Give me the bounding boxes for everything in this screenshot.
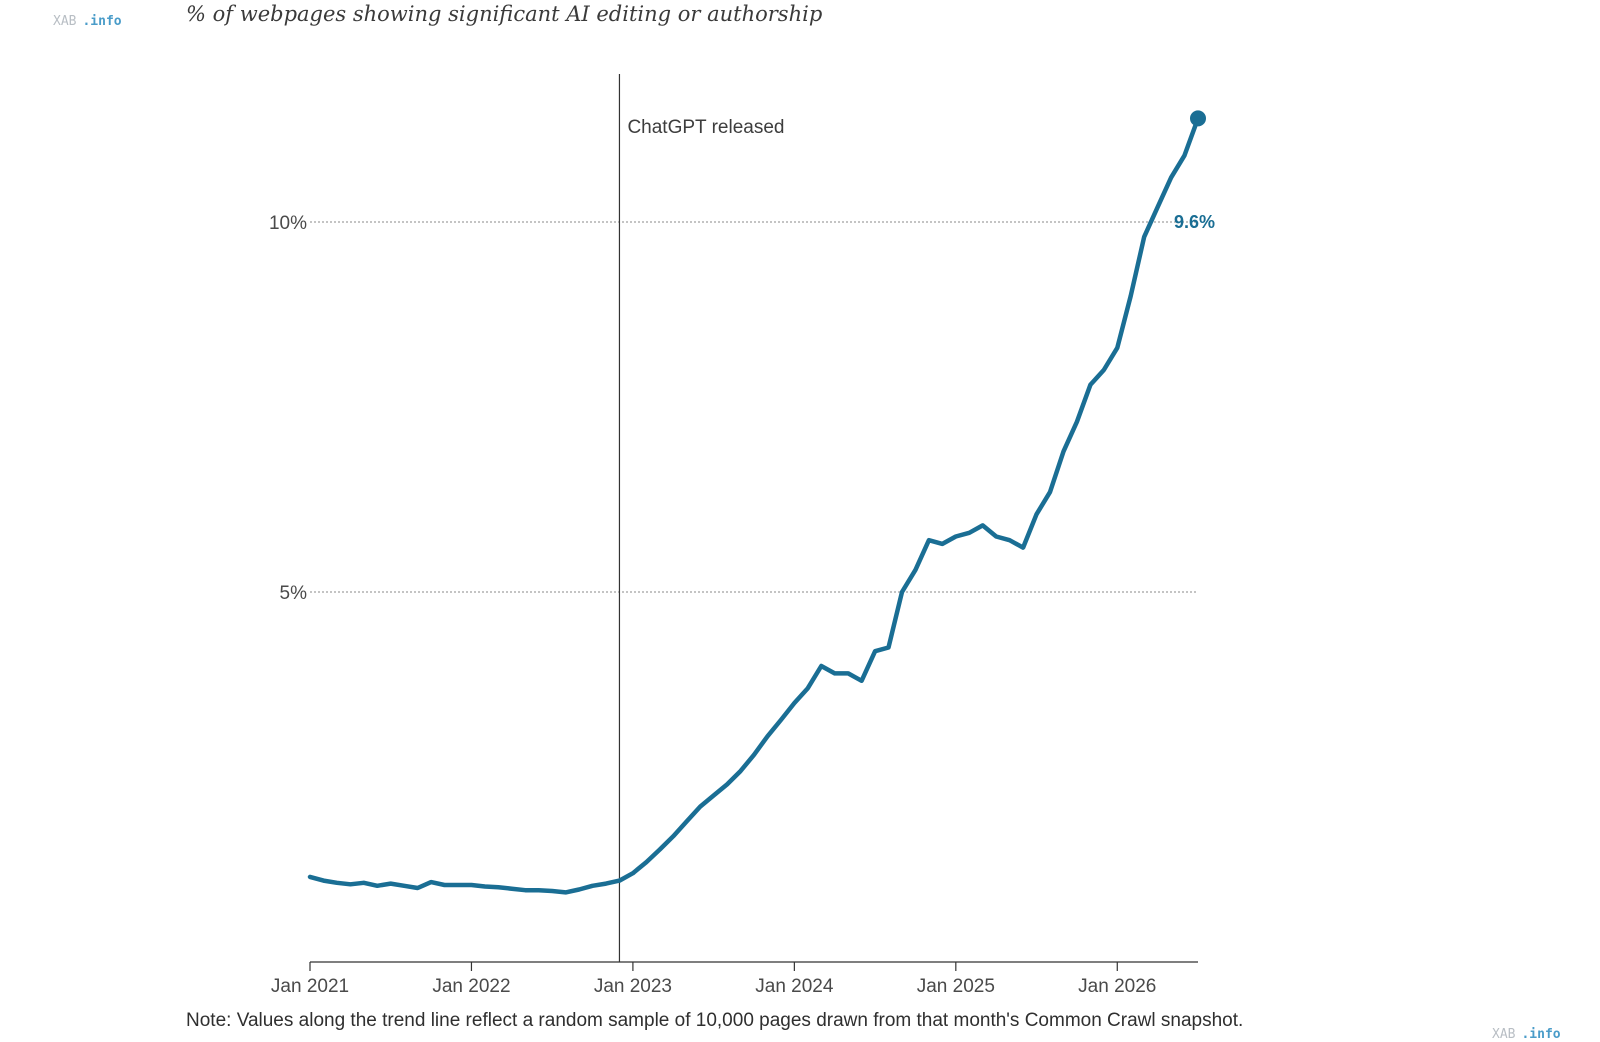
- x-tick-label: Jan 2022: [432, 976, 510, 997]
- x-tick-label: Jan 2025: [917, 976, 995, 997]
- watermark-prefix: XAB: [53, 14, 77, 29]
- grid-layer: [310, 221, 1198, 593]
- end-value-label: 9.6%: [1174, 212, 1215, 232]
- end-point-marker: [1190, 110, 1206, 127]
- watermark-suffix: .info: [82, 14, 122, 29]
- axis-layer: 5% 10% Jan 2021 Jan 2022 Jan 2023 Jan 2024 Jan…: [269, 213, 1198, 997]
- watermark-prefix: XAB: [1492, 1027, 1516, 1042]
- chart-note: Note: Values along the trend line reflec…: [186, 1010, 1244, 1031]
- y-tick-label: 5%: [280, 583, 308, 604]
- x-tick-label: Jan 2024: [755, 976, 834, 997]
- watermark-bottom: XAB .info: [1492, 1027, 1561, 1042]
- x-tick-label: Jan 2026: [1078, 976, 1156, 997]
- watermark-top: XAB .info: [53, 14, 122, 29]
- x-tick-label: Jan 2021: [271, 976, 349, 997]
- annotation-label: ChatGPT released: [627, 117, 784, 138]
- chart-title: % of webpages showing significant AI edi…: [186, 2, 823, 26]
- y-tick-label: 10%: [269, 213, 307, 234]
- x-tick-label: Jan 2023: [594, 976, 672, 997]
- series-line: [307, 116, 1201, 895]
- series-layer: 9.6%: [307, 110, 1215, 895]
- annotation-layer: ChatGPT released: [618, 74, 784, 962]
- watermark-suffix: .info: [1521, 1027, 1561, 1042]
